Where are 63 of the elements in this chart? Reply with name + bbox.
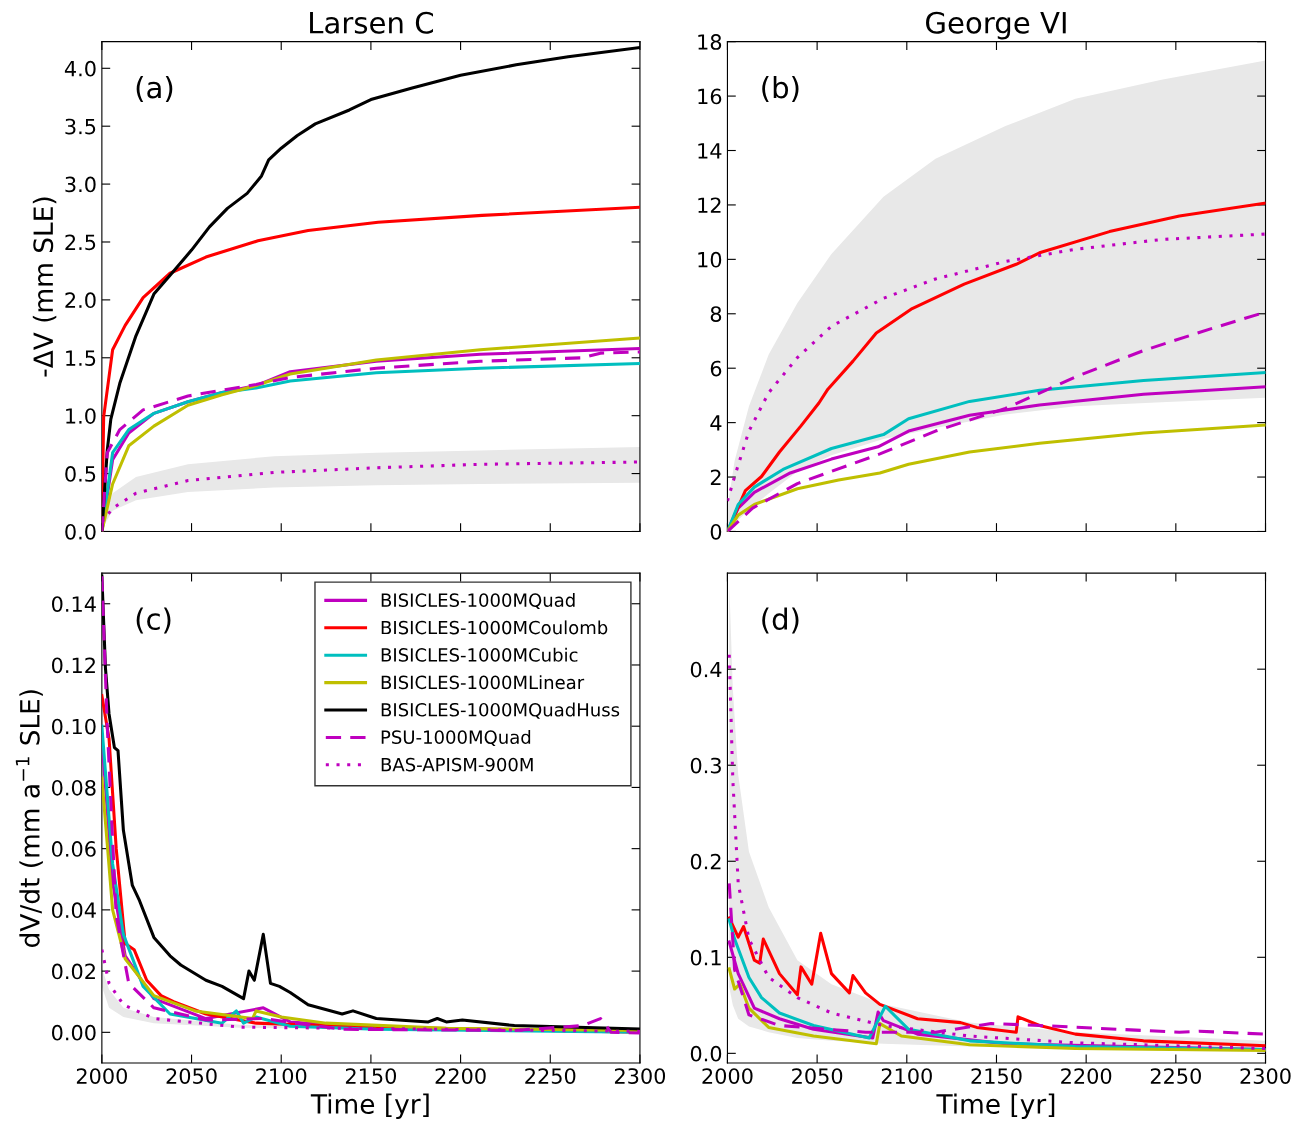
x-tick-label: 2000 (702, 1068, 753, 1084)
x-tick-label: 2050 (792, 1068, 843, 1084)
x-axis-title: Time [yr] (310, 1093, 429, 1120)
x-tick-label: 2100 (881, 1068, 932, 1084)
chart-title: George VI (926, 11, 1066, 40)
y-tick-label: 0.2 (690, 853, 721, 870)
y-tick-label: 2.5 (65, 234, 96, 251)
x-tick-label: 2150 (345, 1068, 397, 1084)
y-tick-label: 0.3 (690, 757, 721, 774)
y-tick-label: 0.00 (51, 1024, 96, 1041)
y-tick-label: 0.14 (51, 596, 96, 612)
legend-label: BISICLES-1000MQuadHuss (381, 702, 620, 719)
legend-label: BISICLES-1000MQuad (381, 593, 575, 610)
y-tick-label: 1.5 (66, 350, 96, 366)
y-tick-label: 0.02 (51, 963, 95, 980)
y-tick-label: 3.0 (65, 176, 96, 193)
y-tick-label: 0.1 (690, 949, 721, 966)
y-tick-label: 12 (698, 197, 721, 213)
annotation: (c) (136, 607, 171, 634)
x-tick-label: 2300 (1240, 1068, 1291, 1084)
y-axis-title: -ΔV (mm SLE) (32, 197, 57, 377)
y-tick-label: 0.12 (51, 657, 95, 674)
annotation: (d) (762, 607, 799, 634)
x-tick-label: 2050 (166, 1068, 217, 1084)
y-tick-label: 0.10 (51, 718, 96, 735)
x-tick-label: 2200 (1061, 1068, 1112, 1084)
y-axis-title: dV/dt (mm a$^{−1}$ SLE) (15, 690, 43, 947)
annotation: (a) (136, 75, 173, 102)
x-tick-label: 2000 (76, 1068, 127, 1084)
legend-label: BISICLES-1000MCubic (381, 647, 578, 662)
y-tick-label: 16 (698, 88, 722, 105)
y-tick-label: 2.0 (65, 292, 96, 309)
y-tick-label: 0.4 (690, 661, 722, 678)
y-tick-label: 0.5 (65, 466, 96, 482)
y-tick-label: 3.5 (65, 118, 96, 135)
legend-label: BISICLES-1000MLinear (381, 675, 585, 690)
y-tick-label: 8 (710, 306, 722, 322)
x-tick-label: 2200 (435, 1068, 486, 1084)
x-tick-label: 2100 (256, 1068, 307, 1084)
y-tick-label: 18 (698, 34, 722, 50)
y-tick-label: 0.06 (51, 841, 96, 857)
y-tick-label: 4 (710, 415, 722, 431)
x-axis-title: Time [yr] (936, 1093, 1055, 1120)
y-tick-label: 2 (710, 469, 721, 485)
x-tick-label: 2300 (614, 1068, 666, 1084)
y-tick-label: 0.04 (51, 902, 96, 919)
legend-label: BAS-APISM-900M (381, 757, 533, 772)
annotation: (b) (762, 75, 799, 102)
y-tick-label: 0.0 (690, 1045, 722, 1062)
y-tick-label: 0.08 (51, 779, 96, 796)
x-tick-label: 2250 (525, 1068, 576, 1084)
legend-label: PSU-1000MQuad (381, 730, 531, 747)
y-tick-label: 1.0 (66, 408, 96, 424)
x-tick-label: 2150 (971, 1068, 1022, 1084)
chart-title: Larsen C (310, 11, 434, 34)
y-tick-label: 4.0 (64, 60, 96, 77)
y-tick-label: 6 (710, 360, 722, 377)
y-tick-label: 14 (698, 143, 722, 159)
y-tick-label: 0.0 (65, 523, 96, 540)
y-tick-label: 0 (710, 523, 722, 540)
legend-label: BISICLES-1000MCoulomb (381, 620, 608, 635)
x-tick-label: 2250 (1150, 1068, 1201, 1084)
y-tick-label: 10 (698, 251, 722, 268)
